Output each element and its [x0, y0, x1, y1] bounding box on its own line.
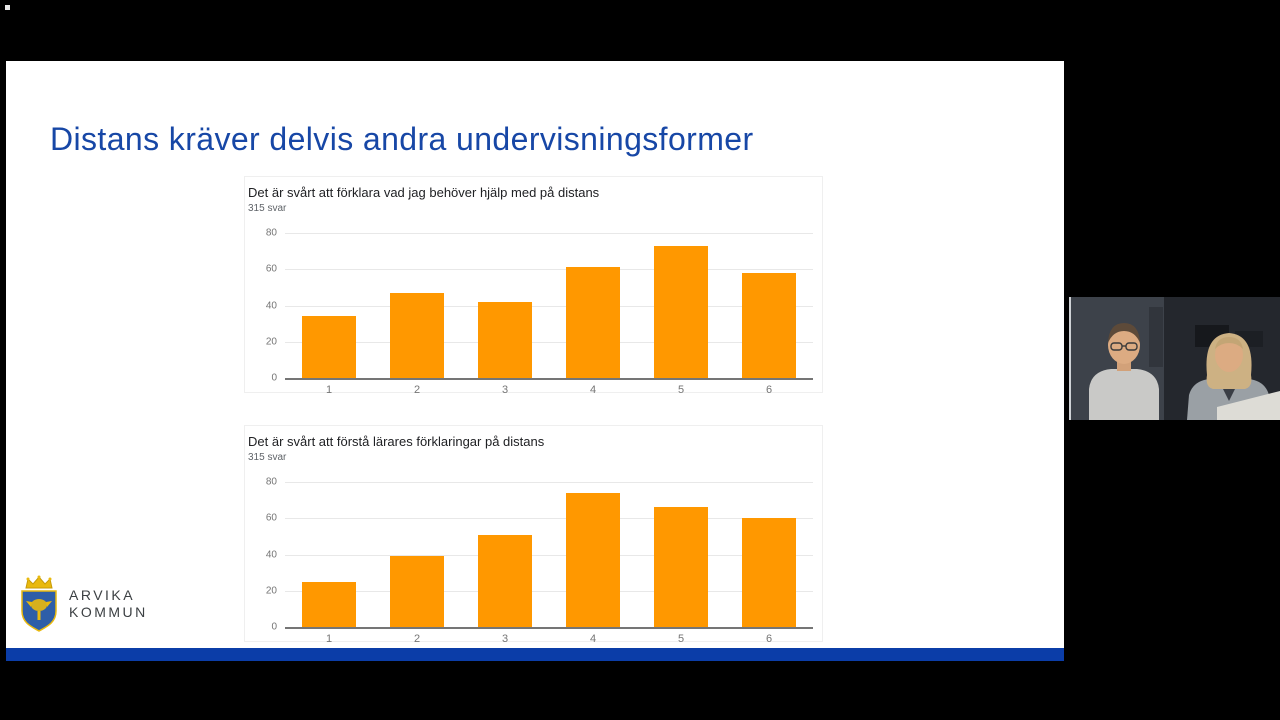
x-tick-label: 5 — [677, 633, 685, 645]
bar-2 — [390, 556, 444, 627]
artifact-dot — [5, 5, 10, 10]
page-title: Distans kräver delvis andra undervisning… — [50, 121, 754, 157]
y-tick-label: 0 — [271, 372, 277, 384]
x-axis-line — [285, 378, 813, 380]
x-tick-label: 6 — [765, 384, 773, 396]
gridline — [285, 590, 813, 592]
bar-5 — [654, 507, 708, 627]
y-tick-label: 60 — [265, 263, 277, 275]
gridline — [285, 305, 813, 307]
x-axis-line — [285, 627, 813, 629]
x-tick-label: 6 — [765, 633, 773, 645]
bar-6 — [741, 272, 796, 378]
arvika-coat-of-arms-icon — [21, 575, 57, 632]
bar-4 — [566, 492, 620, 627]
bar-5 — [654, 245, 708, 378]
x-tick-label: 1 — [325, 633, 333, 645]
chart-1-title: Det är svårt att förklara vad jag behöve… — [248, 185, 600, 200]
bar-1 — [301, 316, 356, 378]
x-tick-label: 2 — [413, 633, 421, 645]
y-tick-label: 40 — [265, 549, 277, 560]
gridline — [285, 233, 813, 234]
chart-card-1: Det är svårt att förklara vad jag behöve… — [245, 177, 822, 396]
x-tick-label: 4 — [589, 633, 597, 645]
bar-1 — [301, 581, 356, 627]
gridline — [285, 518, 813, 520]
x-tick-label: 4 — [589, 384, 597, 396]
x-tick-label: 2 — [413, 384, 421, 396]
chart-2-title: Det är svårt att förstå lärares förklari… — [248, 434, 545, 449]
bar-2 — [390, 292, 444, 378]
gridline — [285, 269, 813, 271]
bar-3 — [478, 301, 532, 378]
x-tick-label: 3 — [501, 384, 509, 396]
logo-text-line1: ARVIKA — [69, 587, 136, 603]
webcam-overlay — [1069, 297, 1280, 420]
arvika-logo: ARVIKA KOMMUN — [18, 575, 148, 633]
x-tick-label: 3 — [501, 633, 509, 645]
bar-3 — [478, 534, 532, 627]
y-tick-label: 80 — [265, 227, 277, 239]
y-tick-label: 40 — [265, 300, 277, 311]
logo-text: ARVIKA KOMMUN — [69, 587, 148, 621]
gridline — [285, 482, 813, 483]
x-tick-label: 1 — [325, 384, 333, 396]
chart-1-response-count: 315 svar — [248, 203, 287, 214]
chart-card-2: Det är svårt att förstå lärares förklari… — [245, 426, 822, 645]
logo-text-line2: KOMMUN — [69, 604, 148, 620]
y-tick-label: 0 — [271, 621, 277, 633]
person-right — [1187, 333, 1271, 420]
bar-chart-2: 0 20 40 60 80 1 2 3 4 5 6 — [266, 477, 813, 645]
presentation-slide: Distans kräver delvis andra undervisning… — [6, 61, 1064, 648]
person-left — [1089, 323, 1159, 420]
gridline — [285, 341, 813, 343]
y-tick-label: 20 — [265, 336, 277, 348]
y-tick-label: 60 — [265, 512, 277, 524]
y-tick-label: 20 — [265, 585, 277, 597]
bar-6 — [741, 518, 796, 627]
gridline — [285, 554, 813, 556]
bar-4 — [566, 267, 620, 378]
x-tick-label: 5 — [677, 384, 685, 396]
chart-2-response-count: 315 svar — [248, 452, 287, 463]
bottom-strip — [6, 648, 1064, 661]
y-tick-label: 80 — [265, 476, 277, 488]
bar-chart-1: 0 20 40 60 80 1 2 3 4 5 6 — [266, 228, 813, 396]
